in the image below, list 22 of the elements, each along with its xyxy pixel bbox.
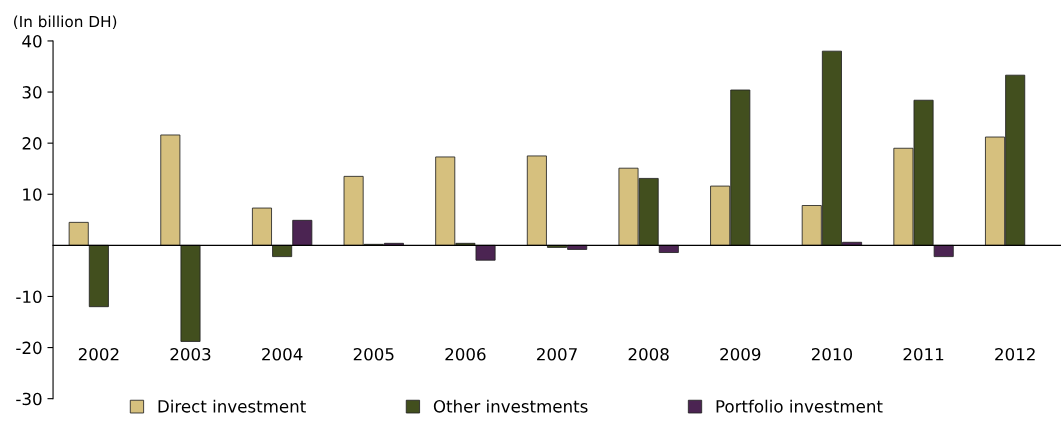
x-tick-label: 2007	[537, 347, 577, 361]
x-tick-label: 2004	[262, 347, 303, 361]
y-tick-label: -10	[16, 290, 42, 304]
x-tick-label: 2002	[78, 347, 119, 361]
y-axis-title: (In billion DH)	[14, 15, 117, 30]
x-tick-label: 2006	[445, 347, 486, 361]
y-tick-label: -20	[16, 341, 42, 355]
legend-label: Portfolio investment	[716, 399, 883, 413]
x-tick-label: 2003	[170, 347, 211, 361]
x-tick-label: 2005	[353, 347, 394, 361]
legend-label: Other investments	[433, 399, 588, 413]
y-tick-label: 30	[22, 86, 42, 99]
y-tick-label: 40	[22, 34, 42, 48]
x-tick-label: 2008	[628, 347, 669, 361]
x-tick-label: 2011	[903, 347, 944, 361]
x-tick-label: 2009	[720, 347, 761, 361]
x-tick-label: 2010	[811, 347, 853, 361]
y-tick-label: -30	[16, 392, 42, 406]
y-tick-label: 20	[22, 137, 42, 150]
y-tick-label: 10	[23, 188, 42, 201]
legend-label: Direct investment	[158, 399, 306, 413]
x-tick-label: 2012	[995, 347, 1035, 361]
